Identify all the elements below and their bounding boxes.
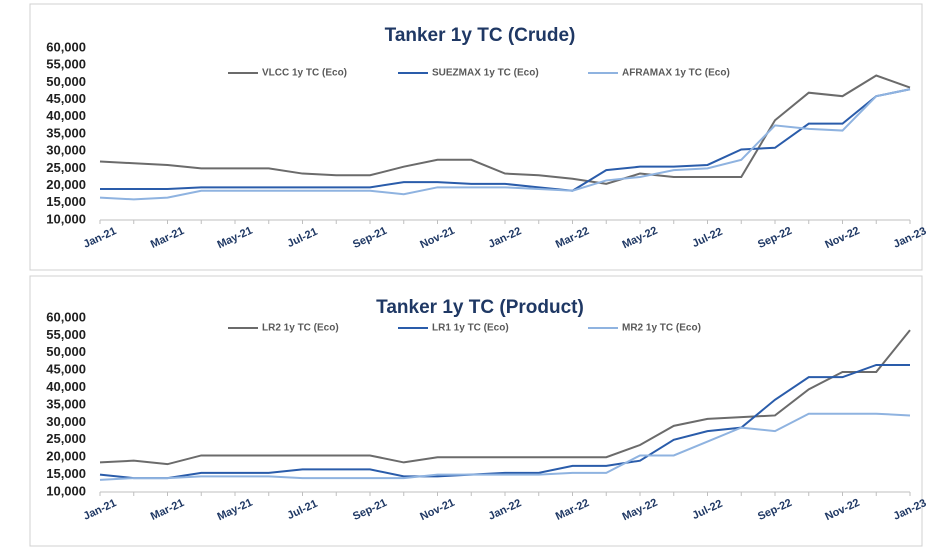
y-tick-label: 45,000 <box>46 91 86 106</box>
chart-title: Tanker 1y TC (Crude) <box>385 25 576 46</box>
series-line <box>99 74 911 185</box>
y-tick-label: 40,000 <box>46 108 86 123</box>
y-tick-label: 40,000 <box>46 379 86 394</box>
y-tick-label: 30,000 <box>46 414 86 429</box>
y-tick-label: 60,000 <box>46 39 86 54</box>
series-line <box>99 412 911 481</box>
series-line <box>99 329 911 466</box>
y-tick-label: 45,000 <box>46 362 86 377</box>
chart-frame <box>29 3 923 271</box>
y-tick-label: 15,000 <box>46 194 86 209</box>
chart-frame <box>29 275 923 547</box>
y-tick-label: 35,000 <box>46 125 86 140</box>
series-line <box>100 88 911 192</box>
legend-label: SUEZMAX 1y TC (Eco) <box>432 68 539 79</box>
y-tick-label: 10,000 <box>46 483 86 498</box>
y-tick-label: 30,000 <box>46 143 86 158</box>
y-tick-label: 25,000 <box>46 160 86 175</box>
y-tick-label: 55,000 <box>46 57 86 72</box>
series-line <box>99 88 911 201</box>
legend-label: LR1 1y TC (Eco) <box>432 323 509 334</box>
series-line <box>99 363 910 480</box>
legend-label: AFRAMAX 1y TC (Eco) <box>622 68 730 79</box>
y-tick-label: 50,000 <box>46 74 86 89</box>
y-tick-label: 10,000 <box>46 211 86 226</box>
y-tick-label: 15,000 <box>46 466 86 481</box>
y-tick-label: 50,000 <box>46 344 86 359</box>
legend-label: VLCC 1y TC (Eco) <box>262 68 347 79</box>
y-tick-label: 60,000 <box>46 309 86 324</box>
y-tick-label: 20,000 <box>46 449 86 464</box>
y-tick-label: 20,000 <box>46 177 86 192</box>
legend-label: LR2 1y TC (Eco) <box>262 323 339 334</box>
y-tick-label: 55,000 <box>46 327 86 342</box>
chart-title: Tanker 1y TC (Product) <box>376 297 584 318</box>
y-tick-label: 35,000 <box>46 396 86 411</box>
y-tick-label: 25,000 <box>46 431 86 446</box>
legend-label: MR2 1y TC (Eco) <box>622 323 701 334</box>
